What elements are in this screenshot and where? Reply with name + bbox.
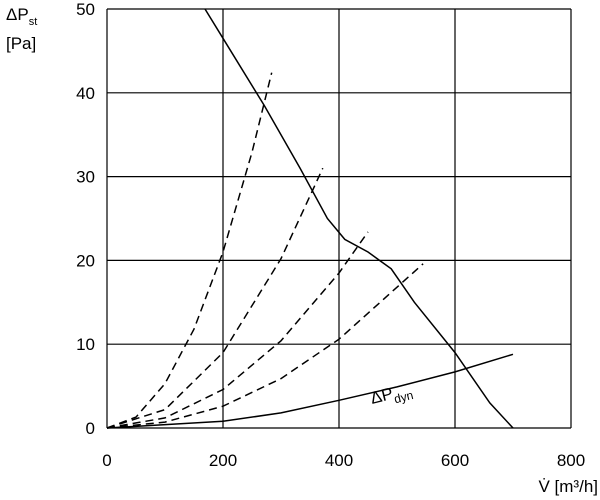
y-tick-label: 50 [76, 0, 95, 19]
y-tick-label: 30 [76, 168, 95, 187]
y-label-sub: st [29, 16, 38, 28]
y-axis-unit: [Pa] [6, 34, 36, 53]
dashed-curve [106, 72, 273, 429]
annotation-main: ΔP [368, 384, 395, 408]
x-tick-label: 400 [325, 451, 353, 470]
annotation-sub: dyn [393, 388, 415, 406]
curve [204, 8, 514, 429]
x-axis-label: V̇ [m³/h] [538, 477, 598, 496]
y-tick-label: 20 [76, 251, 95, 270]
curve [106, 353, 514, 429]
dashed-curve [106, 231, 369, 429]
y-tick-label: 0 [86, 419, 95, 438]
y-tick-label: 40 [76, 84, 95, 103]
x-tick-label: 600 [441, 451, 469, 470]
dashed-curve [106, 263, 424, 429]
y-axis-label: ΔPst [6, 5, 37, 28]
x-tick-label: 800 [557, 451, 585, 470]
y-tick-label: 10 [76, 335, 95, 354]
dashed-curve [106, 167, 324, 429]
y-label-main: ΔP [6, 5, 29, 24]
x-tick-label: 0 [102, 451, 111, 470]
x-tick-label: 200 [209, 451, 237, 470]
annotation: ΔPdyn [368, 379, 414, 411]
